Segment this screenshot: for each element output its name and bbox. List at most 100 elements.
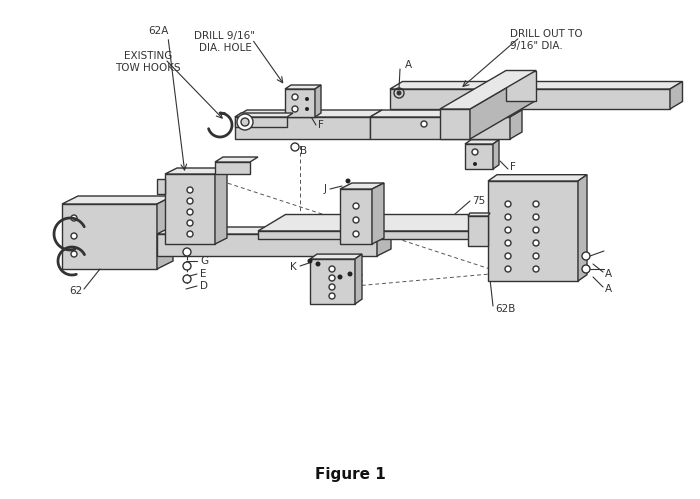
Polygon shape [340, 189, 372, 244]
Text: K: K [290, 262, 297, 272]
Polygon shape [235, 117, 287, 127]
Circle shape [505, 227, 511, 233]
Text: A: A [605, 269, 612, 279]
Polygon shape [470, 70, 536, 139]
Circle shape [329, 275, 335, 281]
Text: 75: 75 [472, 196, 485, 206]
Circle shape [473, 162, 477, 166]
Text: E: E [200, 269, 206, 279]
Polygon shape [340, 183, 384, 189]
Polygon shape [235, 110, 382, 117]
Text: F: F [318, 120, 324, 130]
Polygon shape [235, 113, 293, 117]
Polygon shape [465, 144, 493, 169]
Polygon shape [465, 140, 499, 144]
Polygon shape [488, 181, 578, 281]
Circle shape [292, 94, 298, 100]
Circle shape [505, 266, 511, 272]
Circle shape [396, 90, 402, 95]
Polygon shape [157, 227, 391, 234]
Polygon shape [372, 183, 384, 244]
Polygon shape [468, 213, 490, 216]
Circle shape [305, 107, 309, 111]
Text: J: J [324, 184, 327, 194]
Polygon shape [390, 89, 670, 109]
Circle shape [505, 240, 511, 246]
Text: A: A [405, 60, 412, 70]
Text: A: A [605, 284, 612, 294]
Polygon shape [370, 110, 522, 117]
Polygon shape [62, 196, 173, 204]
Polygon shape [285, 85, 321, 89]
Circle shape [291, 143, 299, 151]
Polygon shape [468, 216, 488, 246]
Text: DRILL 9/16"
DIA. HOLE: DRILL 9/16" DIA. HOLE [195, 31, 256, 52]
Circle shape [582, 265, 590, 273]
Polygon shape [377, 227, 391, 256]
Polygon shape [258, 215, 526, 231]
Circle shape [533, 240, 539, 246]
Circle shape [347, 271, 353, 276]
Text: EXISTING
TOW HOOKS: EXISTING TOW HOOKS [116, 51, 181, 72]
Circle shape [505, 253, 511, 259]
Polygon shape [258, 231, 498, 239]
Text: D: D [200, 281, 208, 291]
Circle shape [187, 209, 193, 215]
Polygon shape [506, 70, 536, 100]
Polygon shape [285, 89, 315, 117]
Polygon shape [390, 81, 682, 89]
Text: Figure 1: Figure 1 [314, 467, 386, 482]
Circle shape [187, 187, 193, 193]
Polygon shape [215, 162, 250, 174]
Polygon shape [440, 109, 470, 139]
Polygon shape [215, 157, 258, 162]
Circle shape [292, 106, 298, 112]
Polygon shape [215, 168, 227, 244]
Circle shape [183, 262, 191, 270]
Circle shape [533, 201, 539, 207]
Text: 62B: 62B [495, 304, 515, 314]
Circle shape [237, 114, 253, 130]
Text: 62A: 62A [148, 26, 169, 36]
Polygon shape [165, 168, 227, 174]
Polygon shape [355, 254, 362, 304]
Polygon shape [510, 110, 522, 139]
Text: DRILL OUT TO
9/16" DIA.: DRILL OUT TO 9/16" DIA. [510, 29, 582, 50]
Polygon shape [315, 85, 321, 117]
Polygon shape [488, 175, 587, 181]
Circle shape [505, 201, 511, 207]
Text: F: F [510, 162, 516, 172]
Circle shape [533, 227, 539, 233]
Circle shape [187, 220, 193, 226]
Text: C: C [355, 274, 363, 284]
Circle shape [533, 266, 539, 272]
Circle shape [346, 179, 351, 184]
Circle shape [505, 214, 511, 220]
Polygon shape [165, 174, 215, 244]
Polygon shape [157, 196, 173, 269]
Circle shape [329, 293, 335, 299]
Circle shape [533, 214, 539, 220]
Circle shape [187, 198, 193, 204]
Polygon shape [493, 140, 499, 169]
Polygon shape [440, 70, 536, 109]
Circle shape [307, 258, 312, 263]
Polygon shape [310, 259, 355, 304]
Polygon shape [670, 81, 682, 109]
Polygon shape [157, 234, 377, 256]
Polygon shape [578, 175, 587, 281]
Circle shape [305, 97, 309, 101]
Circle shape [421, 121, 427, 127]
Circle shape [582, 252, 590, 260]
Circle shape [183, 248, 191, 256]
Text: G: G [200, 256, 208, 266]
Circle shape [353, 217, 359, 223]
Circle shape [183, 275, 191, 283]
Polygon shape [157, 179, 165, 194]
Circle shape [329, 266, 335, 272]
Circle shape [316, 261, 321, 266]
Polygon shape [62, 204, 157, 269]
Circle shape [71, 215, 77, 221]
Circle shape [71, 251, 77, 257]
Circle shape [241, 118, 249, 126]
